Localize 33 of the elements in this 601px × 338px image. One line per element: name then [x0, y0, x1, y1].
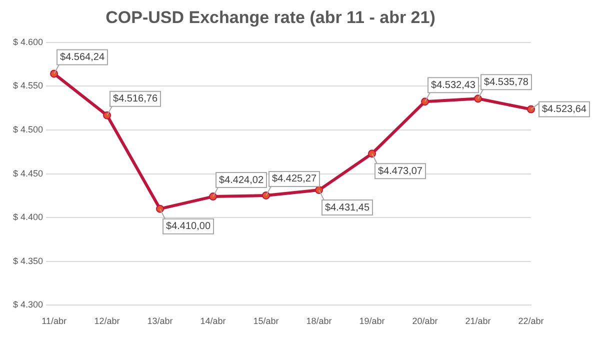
y-tick-label: $ 4.450 — [12, 168, 44, 178]
point — [103, 111, 112, 120]
data-label: $4.410,00 — [166, 221, 211, 232]
point — [262, 191, 270, 200]
data-label: $4.535,78 — [484, 76, 529, 88]
x-tick-label: 19/abr — [359, 316, 385, 326]
chart-title: COP-USD Exchange rate (abr 11 - abr 21) — [106, 8, 436, 27]
x-tick-label: 15/abr — [253, 316, 279, 326]
data-label: $4.473,07 — [378, 166, 423, 177]
x-tick-label: 13/abr — [147, 316, 173, 326]
point — [368, 150, 376, 158]
x-tick-label: 21/abr — [465, 316, 491, 326]
x-tick-label: 22/abr — [518, 316, 544, 326]
y-tick-label: $ 4.300 — [12, 300, 44, 310]
data-label: $4.564,24 — [60, 52, 105, 63]
data-label: $4.532,43 — [431, 80, 476, 91]
x-tick-label: 14/abr — [200, 316, 226, 326]
x-tick-label: 11/abr — [42, 316, 66, 326]
data-label: $4.516,76 — [113, 94, 158, 105]
point — [50, 70, 58, 78]
data-label: $4.425,27 — [272, 174, 317, 185]
data-label: $4.424,02 — [219, 174, 264, 186]
data-label: $4.523,64 — [542, 104, 587, 116]
x-tick-label: 20/abr — [412, 316, 438, 326]
y-tick-label: $ 4.600 — [12, 36, 44, 47]
x-tick-label: 12/abr — [94, 316, 120, 326]
data-label: $4.431,45 — [325, 202, 370, 214]
x-tick-label: 18/abr — [306, 316, 332, 326]
point — [527, 105, 535, 114]
y-tick-label: $ 4.550 — [12, 80, 44, 91]
y-tick-label: $ 4.350 — [12, 256, 44, 266]
y-tick-label: $ 4.500 — [12, 124, 44, 134]
y-tick-label: $ 4.400 — [12, 212, 44, 222]
